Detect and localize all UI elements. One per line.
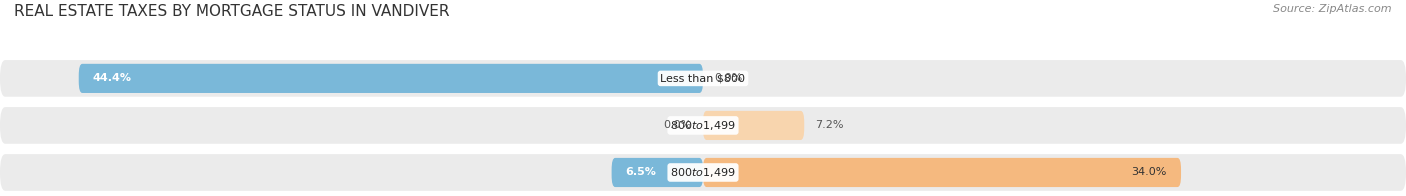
Text: 6.5%: 6.5% [626,167,657,178]
Text: REAL ESTATE TAXES BY MORTGAGE STATUS IN VANDIVER: REAL ESTATE TAXES BY MORTGAGE STATUS IN … [14,4,450,19]
Text: 0.0%: 0.0% [664,120,692,131]
FancyBboxPatch shape [612,158,703,187]
Text: $800 to $1,499: $800 to $1,499 [671,166,735,179]
FancyBboxPatch shape [0,60,1406,97]
Text: 34.0%: 34.0% [1132,167,1167,178]
FancyBboxPatch shape [0,154,1406,191]
Text: 0.0%: 0.0% [714,73,742,83]
FancyBboxPatch shape [703,158,1181,187]
FancyBboxPatch shape [0,107,1406,144]
Text: $800 to $1,499: $800 to $1,499 [671,119,735,132]
FancyBboxPatch shape [79,64,703,93]
Text: Source: ZipAtlas.com: Source: ZipAtlas.com [1274,4,1392,14]
Text: 44.4%: 44.4% [93,73,132,83]
Text: 7.2%: 7.2% [815,120,844,131]
Text: Less than $800: Less than $800 [661,73,745,83]
FancyBboxPatch shape [703,111,804,140]
